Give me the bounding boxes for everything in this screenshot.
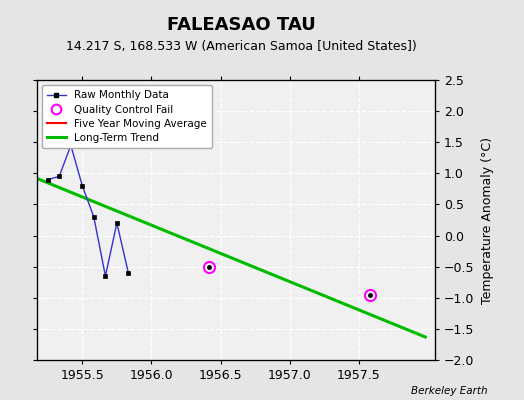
Legend: Raw Monthly Data, Quality Control Fail, Five Year Moving Average, Long-Term Tren: Raw Monthly Data, Quality Control Fail, … (42, 85, 212, 148)
Text: FALEASAO TAU: FALEASAO TAU (167, 16, 315, 34)
Text: 14.217 S, 168.533 W (American Samoa [United States]): 14.217 S, 168.533 W (American Samoa [Uni… (66, 40, 417, 53)
Y-axis label: Temperature Anomaly (°C): Temperature Anomaly (°C) (482, 136, 494, 304)
Text: Berkeley Earth: Berkeley Earth (411, 386, 487, 396)
